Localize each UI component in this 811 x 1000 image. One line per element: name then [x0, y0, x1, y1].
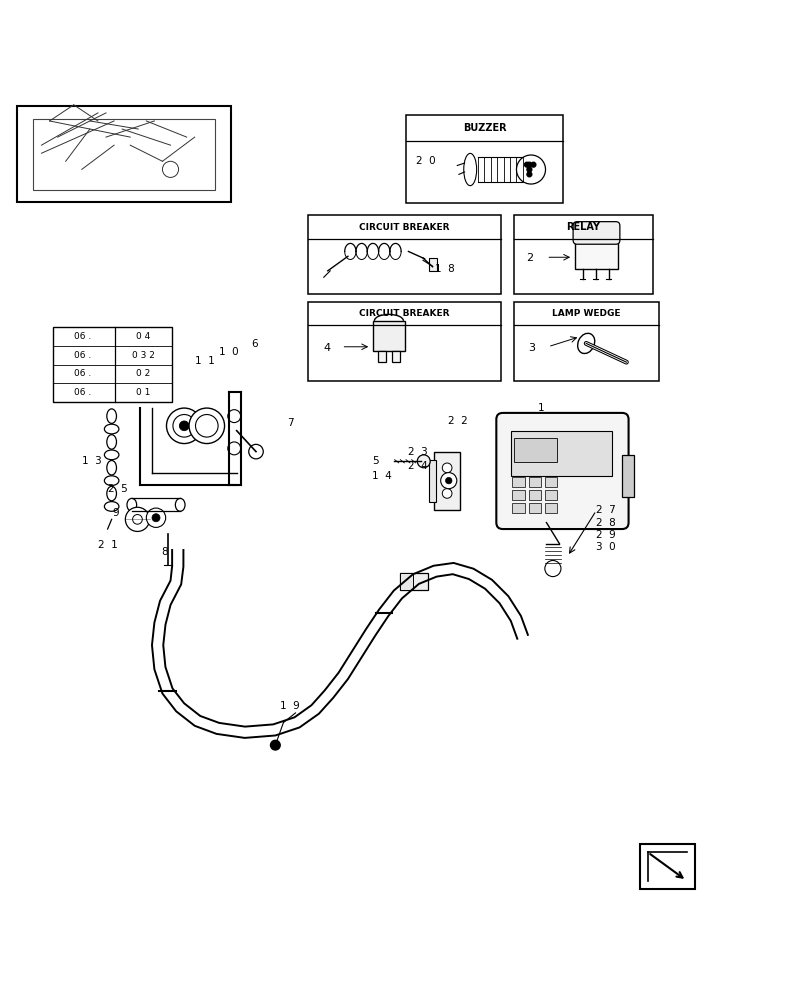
Bar [512, 477, 524, 487]
Bar [17, 106, 230, 202]
Text: 5: 5 [371, 456, 378, 466]
Circle shape [152, 514, 160, 522]
Text: 9: 9 [112, 508, 119, 518]
Text: 0 2: 0 2 [136, 369, 150, 378]
Text: 06 .: 06 . [74, 332, 91, 341]
Bar [307, 215, 500, 294]
Text: 3  0: 3 0 [595, 542, 616, 552]
Text: 7: 7 [286, 418, 293, 428]
Bar [372, 321, 405, 351]
Circle shape [526, 162, 531, 167]
Bar [399, 573, 413, 590]
Text: 2: 2 [526, 253, 533, 263]
Circle shape [530, 162, 535, 167]
Ellipse shape [127, 498, 136, 511]
Text: 1  8: 1 8 [435, 264, 454, 274]
Circle shape [440, 473, 457, 489]
Circle shape [524, 162, 529, 167]
Bar [621, 455, 633, 497]
Text: 6: 6 [251, 339, 257, 349]
Text: BUZZER: BUZZER [462, 123, 506, 133]
Circle shape [442, 463, 452, 473]
Text: 2  0: 2 0 [415, 156, 435, 166]
Circle shape [132, 515, 142, 524]
Bar [434, 452, 460, 510]
Circle shape [195, 415, 218, 437]
Bar [428, 258, 436, 271]
Circle shape [445, 477, 452, 484]
Bar [512, 490, 524, 500]
Text: 2  1: 2 1 [98, 540, 118, 550]
Text: 2  5: 2 5 [108, 484, 127, 494]
Text: RELAY: RELAY [566, 222, 599, 232]
Text: 1  4: 1 4 [371, 471, 392, 481]
Text: 1  3: 1 3 [82, 456, 101, 466]
Circle shape [248, 444, 263, 459]
Bar [513, 215, 652, 294]
Text: 8: 8 [161, 547, 167, 557]
Circle shape [417, 455, 430, 468]
Bar [513, 302, 659, 381]
Circle shape [166, 408, 202, 444]
Text: 1  9: 1 9 [280, 701, 299, 711]
Bar [377, 351, 385, 362]
Text: 3: 3 [528, 343, 535, 353]
Text: 06 .: 06 . [74, 388, 91, 397]
Ellipse shape [463, 153, 476, 186]
Bar [512, 503, 524, 513]
Text: 2  7: 2 7 [595, 505, 616, 515]
Ellipse shape [577, 333, 594, 354]
Bar [307, 302, 500, 381]
Bar [513, 438, 556, 462]
FancyBboxPatch shape [496, 413, 628, 529]
Bar [544, 503, 556, 513]
Circle shape [270, 740, 280, 750]
Bar [406, 115, 563, 203]
Bar [639, 844, 694, 889]
Circle shape [544, 560, 560, 577]
Text: 1  1: 1 1 [195, 356, 214, 366]
Text: 1: 1 [538, 403, 544, 413]
Bar [528, 503, 540, 513]
Text: 2  2: 2 2 [448, 416, 467, 426]
Circle shape [146, 508, 165, 527]
Circle shape [189, 408, 225, 444]
Bar [544, 477, 556, 487]
Circle shape [526, 167, 531, 172]
Circle shape [179, 421, 189, 431]
Text: 1  0: 1 0 [219, 347, 238, 357]
Ellipse shape [175, 498, 185, 511]
Circle shape [516, 155, 545, 184]
Bar [53, 327, 172, 402]
Bar [544, 490, 556, 500]
Bar [429, 460, 436, 502]
Circle shape [526, 172, 531, 177]
Text: 2  4: 2 4 [407, 461, 427, 471]
Bar [510, 431, 611, 476]
Text: 06 .: 06 . [74, 369, 91, 378]
Circle shape [228, 410, 240, 423]
Bar [399, 573, 427, 590]
Circle shape [125, 507, 149, 531]
Text: CIRCUIT BREAKER: CIRCUIT BREAKER [358, 223, 449, 232]
Text: LAMP WEDGE: LAMP WEDGE [551, 309, 620, 318]
Bar [392, 351, 400, 362]
Circle shape [173, 415, 195, 437]
Bar [528, 490, 540, 500]
Text: 4: 4 [324, 343, 330, 353]
Bar [33, 119, 215, 190]
Bar [528, 477, 540, 487]
Circle shape [228, 442, 240, 455]
Bar [574, 231, 617, 269]
Circle shape [442, 489, 452, 498]
Text: 0 1: 0 1 [136, 388, 151, 397]
Text: 2  8: 2 8 [595, 518, 616, 528]
Text: 0 3 2: 0 3 2 [132, 351, 155, 360]
Text: 06 .: 06 . [74, 351, 91, 360]
Text: CIRCUIT BREAKER: CIRCUIT BREAKER [358, 309, 449, 318]
Text: 0 4: 0 4 [136, 332, 150, 341]
FancyBboxPatch shape [573, 222, 619, 244]
Text: 2  9: 2 9 [595, 530, 616, 540]
Text: 2  3: 2 3 [407, 447, 427, 457]
